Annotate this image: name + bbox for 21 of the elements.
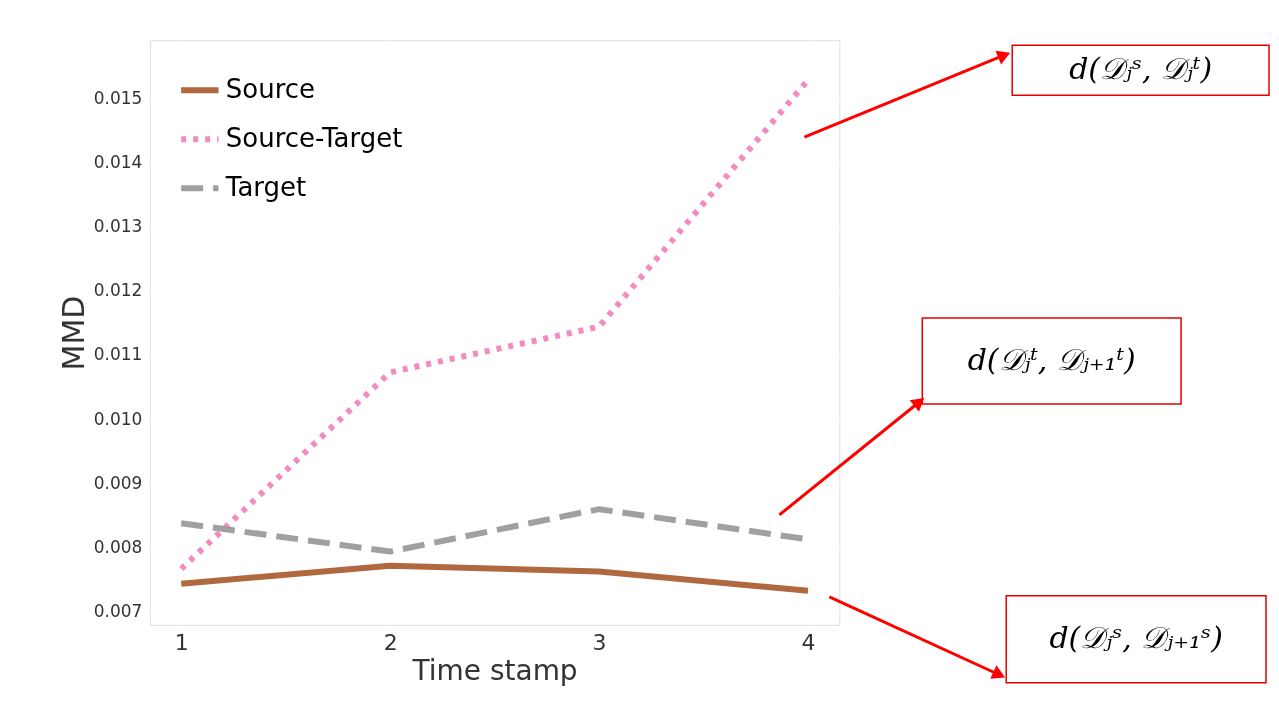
y-tick-label: 0.007 xyxy=(93,601,143,622)
y-tick-label: 0.011 xyxy=(93,344,143,365)
x-tick-label: 1 xyxy=(174,630,189,656)
y-tick-label: 0.008 xyxy=(93,537,143,558)
text: d(𝒟ⱼᵗ, 𝒟ⱼ₊₁ᵗ) xyxy=(967,341,1136,377)
y-axis-title: MMD xyxy=(55,295,91,371)
legend-label: Target xyxy=(224,172,307,203)
text: d(𝒟ⱼˢ, 𝒟ⱼ₊₁ˢ) xyxy=(1049,620,1223,656)
legend-label: Source xyxy=(225,74,316,105)
y-tick-label: 0.014 xyxy=(93,151,143,172)
x-axis-title: Time stamp xyxy=(411,654,578,688)
legend-label: Source-Target xyxy=(225,123,403,154)
y-tick-label: 0.015 xyxy=(93,87,143,108)
x-tick-label: 4 xyxy=(801,630,816,656)
y-tick-label: 0.010 xyxy=(93,408,143,429)
y-tick-label: 0.013 xyxy=(93,216,143,237)
x-tick-label: 2 xyxy=(383,630,398,656)
y-tick-label: 0.009 xyxy=(93,472,143,493)
y-tick-label: 0.012 xyxy=(93,280,143,301)
x-tick-label: 3 xyxy=(592,630,607,656)
text: d(𝒟ⱼˢ, 𝒟ⱼᵗ) xyxy=(1069,51,1213,87)
